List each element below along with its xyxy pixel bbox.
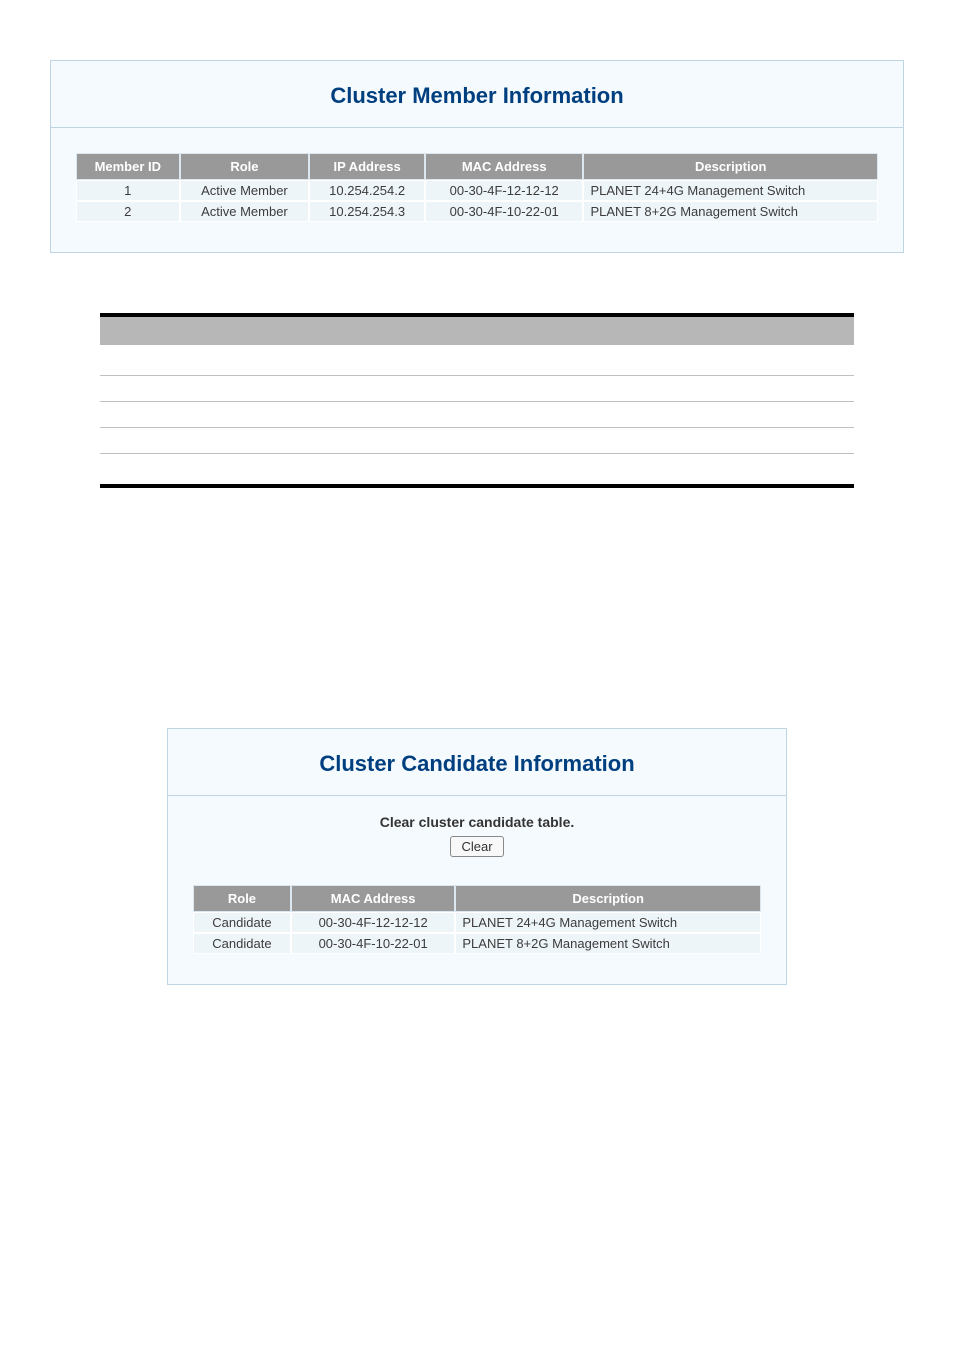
cluster-member-body: Member ID Role IP Address MAC Address De… — [51, 128, 903, 222]
col-role: Role — [193, 885, 291, 912]
col-member-id: Member ID — [76, 153, 180, 180]
cluster-candidate-panel: Cluster Candidate Information Clear clus… — [167, 728, 787, 985]
table-row: Candidate 00-30-4F-10-22-01 PLANET 8+2G … — [193, 933, 761, 954]
cell-desc: PLANET 8+2G Management Switch — [455, 933, 761, 954]
divider-section — [100, 313, 854, 488]
cell-role: Candidate — [193, 933, 291, 954]
table-row: 1 Active Member 10.254.254.2 00-30-4F-12… — [76, 180, 878, 201]
table-header-row: Member ID Role IP Address MAC Address De… — [76, 153, 878, 180]
cell-role: Active Member — [180, 180, 310, 201]
cell-mac: 00-30-4F-12-12-12 — [425, 180, 584, 201]
cell-member-id: 2 — [76, 201, 180, 222]
cell-desc: PLANET 24+4G Management Switch — [455, 912, 761, 933]
col-mac-address: MAC Address — [425, 153, 584, 180]
bottom-thick-bar — [100, 484, 854, 488]
cell-role: Candidate — [193, 912, 291, 933]
cluster-member-table: Member ID Role IP Address MAC Address De… — [76, 153, 878, 222]
cluster-candidate-table: Role MAC Address Description Candidate 0… — [193, 885, 761, 954]
cell-mac: 00-30-4F-10-22-01 — [425, 201, 584, 222]
cluster-member-title: Cluster Member Information — [51, 61, 903, 128]
clear-button-row: Clear — [193, 836, 761, 877]
cell-ip: 10.254.254.2 — [309, 180, 425, 201]
cell-mac: 00-30-4F-10-22-01 — [291, 933, 455, 954]
cluster-member-panel: Cluster Member Information Member ID Rol… — [50, 60, 904, 253]
clear-button[interactable]: Clear — [450, 836, 503, 857]
cell-mac: 00-30-4F-12-12-12 — [291, 912, 455, 933]
col-ip-address: IP Address — [309, 153, 425, 180]
cell-member-id: 1 — [76, 180, 180, 201]
table-header-row: Role MAC Address Description — [193, 885, 761, 912]
cell-ip: 10.254.254.3 — [309, 201, 425, 222]
cell-role: Active Member — [180, 201, 310, 222]
gray-band — [100, 317, 854, 345]
col-description: Description — [583, 153, 878, 180]
table-row: Candidate 00-30-4F-12-12-12 PLANET 24+4G… — [193, 912, 761, 933]
clear-candidate-label: Clear cluster candidate table. — [193, 796, 761, 836]
table-row: 2 Active Member 10.254.254.3 00-30-4F-10… — [76, 201, 878, 222]
cluster-candidate-title: Cluster Candidate Information — [168, 729, 786, 796]
cluster-candidate-body: Clear cluster candidate table. Clear Rol… — [168, 796, 786, 954]
col-role: Role — [180, 153, 310, 180]
cell-desc: PLANET 24+4G Management Switch — [583, 180, 878, 201]
cell-desc: PLANET 8+2G Management Switch — [583, 201, 878, 222]
col-description: Description — [455, 885, 761, 912]
col-mac-address: MAC Address — [291, 885, 455, 912]
